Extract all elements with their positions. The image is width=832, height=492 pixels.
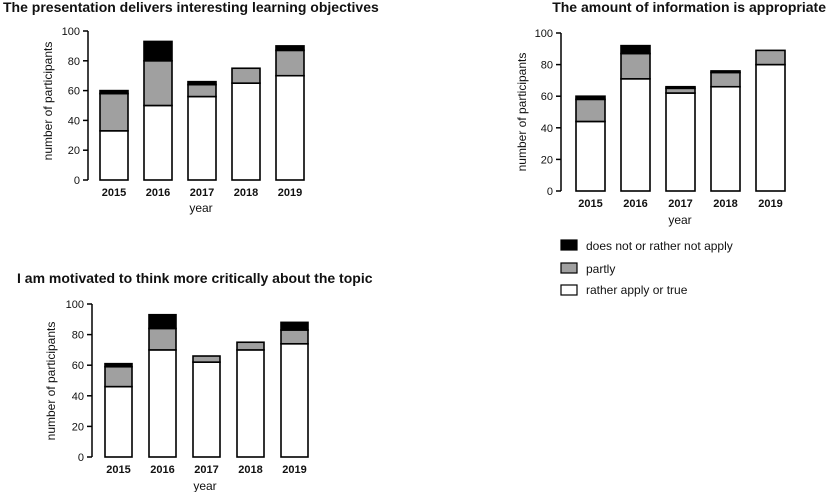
chart-1-xtick-2019: 2019 [278,187,302,199]
chart-1-bar-2018-apply [231,82,261,181]
chart-1-ytick-0: 0 [74,175,80,187]
chart-1-xtick-2017: 2017 [190,187,214,199]
chart-2-bar-2015-apply [575,120,606,192]
chart-2-bar-2015-not-apply [575,95,606,101]
legend-label-partly: partly [586,262,615,276]
chart-3-ytick-0: 0 [78,452,84,464]
chart-3-xlabel: year [193,479,216,492]
chart-3-bar-2018-apply [236,349,265,458]
chart-2-bar-2019-partly [755,49,786,66]
chart-1-ylabel: number of participants [41,42,55,161]
chart-3-xtick-2018: 2018 [238,464,262,476]
chart-1-bar-2019-not-apply [275,45,305,52]
legend-swatch-partly [560,262,578,274]
chart-2-bar-2018-not-apply [710,70,741,74]
chart-2-ylabel: number of participants [515,53,529,172]
chart-3-xtick-2017: 2017 [194,464,218,476]
chart-1-bar-2019-partly [275,49,305,77]
chart-1-ytick-60: 60 [68,86,80,98]
chart-1-bar-2019-apply [275,74,305,181]
chart-2-xtick-2015: 2015 [578,198,602,210]
legend-swatch-apply [560,284,578,296]
chart-1-ytick-20: 20 [68,145,80,157]
chart-2-xtick-2018: 2018 [713,198,737,210]
chart-3-ylabel: number of participants [44,322,58,441]
chart-1-title: The presentation delivers interesting le… [3,0,379,15]
chart-2-ytick-100: 100 [535,28,553,40]
chart-2-bar-2016-not-apply [620,44,651,55]
chart-2-plot: 2015 2016 2017 2018 2019 0 20 40 60 80 100 [535,28,786,210]
chart-3-ytick-80: 80 [72,330,84,342]
chart-1-bar-2018-partly [231,67,261,84]
chart-3-xtick-2019: 2019 [282,464,306,476]
chart-1-ytick-100: 100 [62,26,80,38]
chart-3-bar-2016-apply [148,349,177,458]
chart-1-bar-2017-partly [187,83,217,98]
chart-3-ytick-100: 100 [66,299,84,311]
chart-2-xtick-2019: 2019 [758,198,782,210]
chart-2-xtick-2017: 2017 [668,198,692,210]
chart-2-bar-2018-apply [710,85,741,192]
chart-2-bar-2017-apply [665,92,696,192]
chart-1: The presentation delivers interesting le… [3,0,379,215]
chart-2-bar-2016-partly [620,52,651,80]
chart-2-ytick-0: 0 [547,186,553,198]
chart-1-xtick-2015: 2015 [102,187,126,199]
chart-2-bar-2017-not-apply [665,85,696,90]
chart-1-bar-2017-apply [187,95,217,181]
chart-3-bar-2018-partly [236,341,265,351]
chart-2-bar-2019-apply [755,63,786,192]
chart-3-ytick-20: 20 [72,421,84,433]
chart-1-bar-2015-apply [99,130,129,181]
chart-3-bar-2019-not-apply [280,321,309,331]
chart-3-bar-2017-partly [192,355,221,363]
chart-1-bar-2015-not-apply [99,89,129,95]
chart-3: I am motivated to think more critically … [17,270,373,492]
chart-2-ytick-80: 80 [541,60,553,72]
chart-2-title: The amount of information is appropriate [552,0,826,15]
chart-2-ytick-20: 20 [541,154,553,166]
chart-1-bar-2016-not-apply [143,40,173,62]
chart-1-xtick-2018: 2018 [234,187,258,199]
chart-2-bar-2015-partly [575,98,606,123]
chart-1-xlabel: year [189,201,212,215]
chart-3-ytick-60: 60 [72,360,84,372]
chart-2-ytick-60: 60 [541,91,553,103]
chart-3-bar-2016-partly [148,327,177,351]
chart-2-xtick-2016: 2016 [623,198,647,210]
chart-3-xtick-2016: 2016 [150,464,174,476]
chart-3-xtick-2015: 2015 [106,464,130,476]
chart-3-bar-2015-apply [104,385,133,458]
chart-2-ytick-40: 40 [541,123,553,135]
chart-3-bar-2017-apply [192,361,221,458]
chart-3-bar-2019-apply [280,342,309,458]
chart-1-bar-2016-apply [143,104,173,181]
chart-2: The amount of information is appropriate… [515,0,826,227]
chart-2-bar-2016-apply [620,78,651,192]
chart-1-bar-2015-partly [99,92,129,132]
legend: does not or rather not apply partly rath… [560,239,733,297]
chart-2-bar-2018-partly [710,71,741,88]
chart-3-title: I am motivated to think more critically … [17,270,373,286]
chart-3-ytick-40: 40 [72,391,84,403]
chart-3-bar-2016-not-apply [148,313,177,330]
chart-1-ytick-80: 80 [68,56,80,68]
chart-3-bar-2015-not-apply [104,362,133,368]
legend-label-not-apply: does not or rather not apply [586,239,733,253]
chart-2-xlabel: year [668,213,691,227]
chart-1-bar-2017-not-apply [187,80,217,86]
chart-3-bar-2019-partly [280,329,309,345]
chart-3-plot: 2015 2016 2017 2018 2019 0 20 40 60 80 100 [66,299,309,476]
legend-swatch-not-apply [560,239,578,251]
chart-1-xtick-2016: 2016 [146,187,170,199]
legend-label-apply: rather apply or true [586,283,688,297]
chart-1-bar-2016-partly [143,59,173,107]
chart-3-bar-2015-partly [104,365,133,388]
chart-1-plot: 2015 2016 2017 2018 2019 0 20 40 60 80 100 [62,26,305,199]
chart-1-ytick-40: 40 [68,115,80,127]
